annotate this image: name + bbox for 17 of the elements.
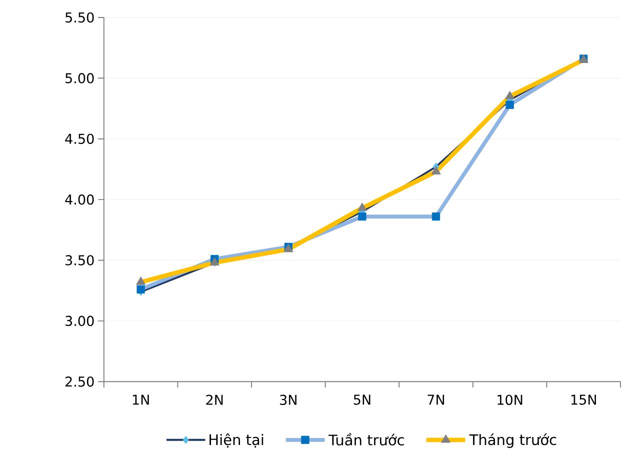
x-tick-label: 2N	[206, 394, 223, 405]
y-tick-label: 2.50	[65, 376, 94, 387]
x-tick-label: 3N	[280, 394, 296, 406]
y-tick-label: 4.00	[65, 194, 94, 205]
y-tick-label: 5.50	[66, 12, 94, 23]
legend-label: Hiện tại	[210, 433, 264, 448]
y-tick-label: 3.00	[66, 316, 94, 326]
x-tick-label: 15N	[571, 394, 596, 405]
legend-label: Tháng trước	[469, 433, 556, 448]
y-tick-label: 3.50	[66, 255, 94, 266]
x-tick-label: 7N	[428, 394, 444, 405]
y-tick-label: 5.00	[66, 73, 94, 84]
legend-label: Tuần trước	[328, 433, 404, 446]
x-tick-label: 1N	[132, 394, 149, 405]
x-tick-label: 5N	[354, 394, 370, 405]
y-tick-label: 4.50	[65, 134, 94, 144]
x-tick-label: 10N	[498, 394, 522, 406]
